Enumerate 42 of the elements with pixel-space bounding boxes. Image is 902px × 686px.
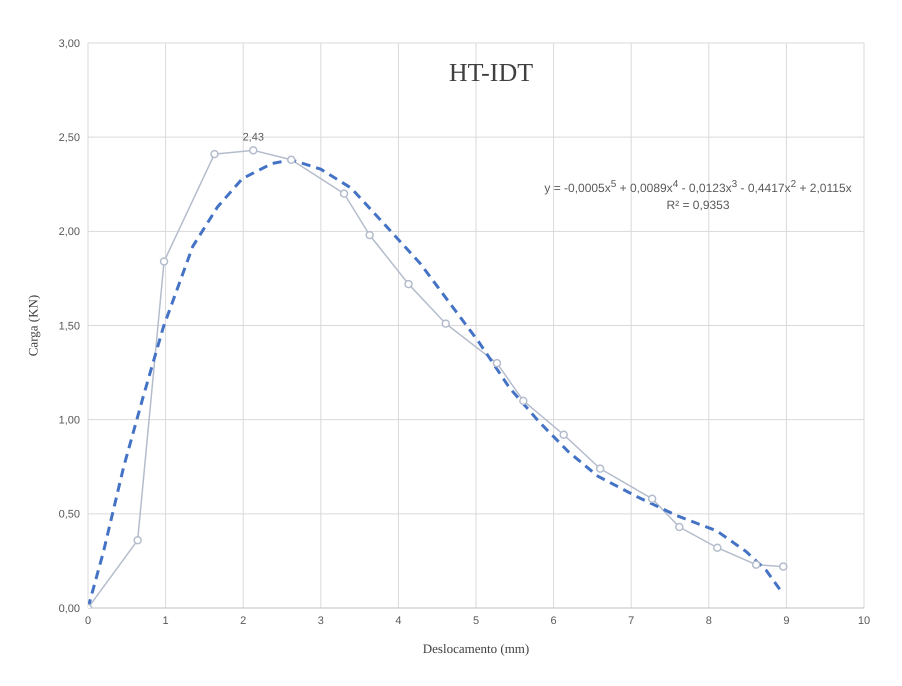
y-axis-title: Carga (KN) — [26, 294, 41, 356]
y-tick-label: 3,00 — [58, 38, 80, 50]
x-tick-label: 10 — [858, 614, 870, 627]
x-tick-label: 5 — [472, 614, 480, 627]
x-tick-label: 0 — [84, 614, 92, 627]
point — [441, 319, 450, 328]
x-tick-label: 4 — [395, 614, 402, 627]
point — [249, 146, 258, 155]
x-tick-label: 1 — [162, 614, 169, 627]
x-axis-title: Deslocamento (mm) — [422, 641, 530, 656]
annotation: R² = 0,9353 — [665, 197, 731, 214]
point — [210, 150, 219, 158]
y-tick-label: 0,00 — [58, 602, 80, 615]
point — [365, 230, 374, 240]
point — [519, 396, 528, 406]
point — [160, 257, 168, 266]
point — [133, 536, 142, 544]
point — [287, 156, 296, 164]
x-tick-label: 3 — [318, 614, 324, 627]
text: y = -0,0005x$^{5}$ + 0,0089x$^{4}$ - 0,0123x$^{3}$ - 0,4417x$^{2}$ + 2,0115x — [544, 179, 852, 195]
point — [492, 358, 502, 368]
text: HT-IDT — [448, 58, 534, 88]
y-tick-label: 2,00 — [58, 226, 80, 238]
y-tick-label: 0,50 — [58, 508, 80, 521]
point — [752, 560, 760, 569]
point — [559, 430, 568, 439]
point — [779, 562, 788, 571]
x-tick-label: 7 — [628, 614, 634, 627]
point — [713, 543, 722, 552]
point — [648, 494, 656, 504]
point — [675, 522, 684, 532]
data-label: 2,43 — [242, 131, 264, 144]
point — [596, 464, 604, 473]
y-tick-label: 1,50 — [58, 320, 80, 332]
y-tick-label: 2,50 — [58, 132, 80, 144]
x-tick-label: 9 — [783, 614, 790, 627]
point — [404, 280, 413, 288]
y-tick-label: 1,00 — [58, 414, 80, 427]
point — [340, 189, 348, 198]
x-tick-label: 8 — [706, 614, 712, 627]
x-tick-label: 6 — [550, 614, 557, 627]
x-tick-label: 2 — [240, 614, 246, 627]
